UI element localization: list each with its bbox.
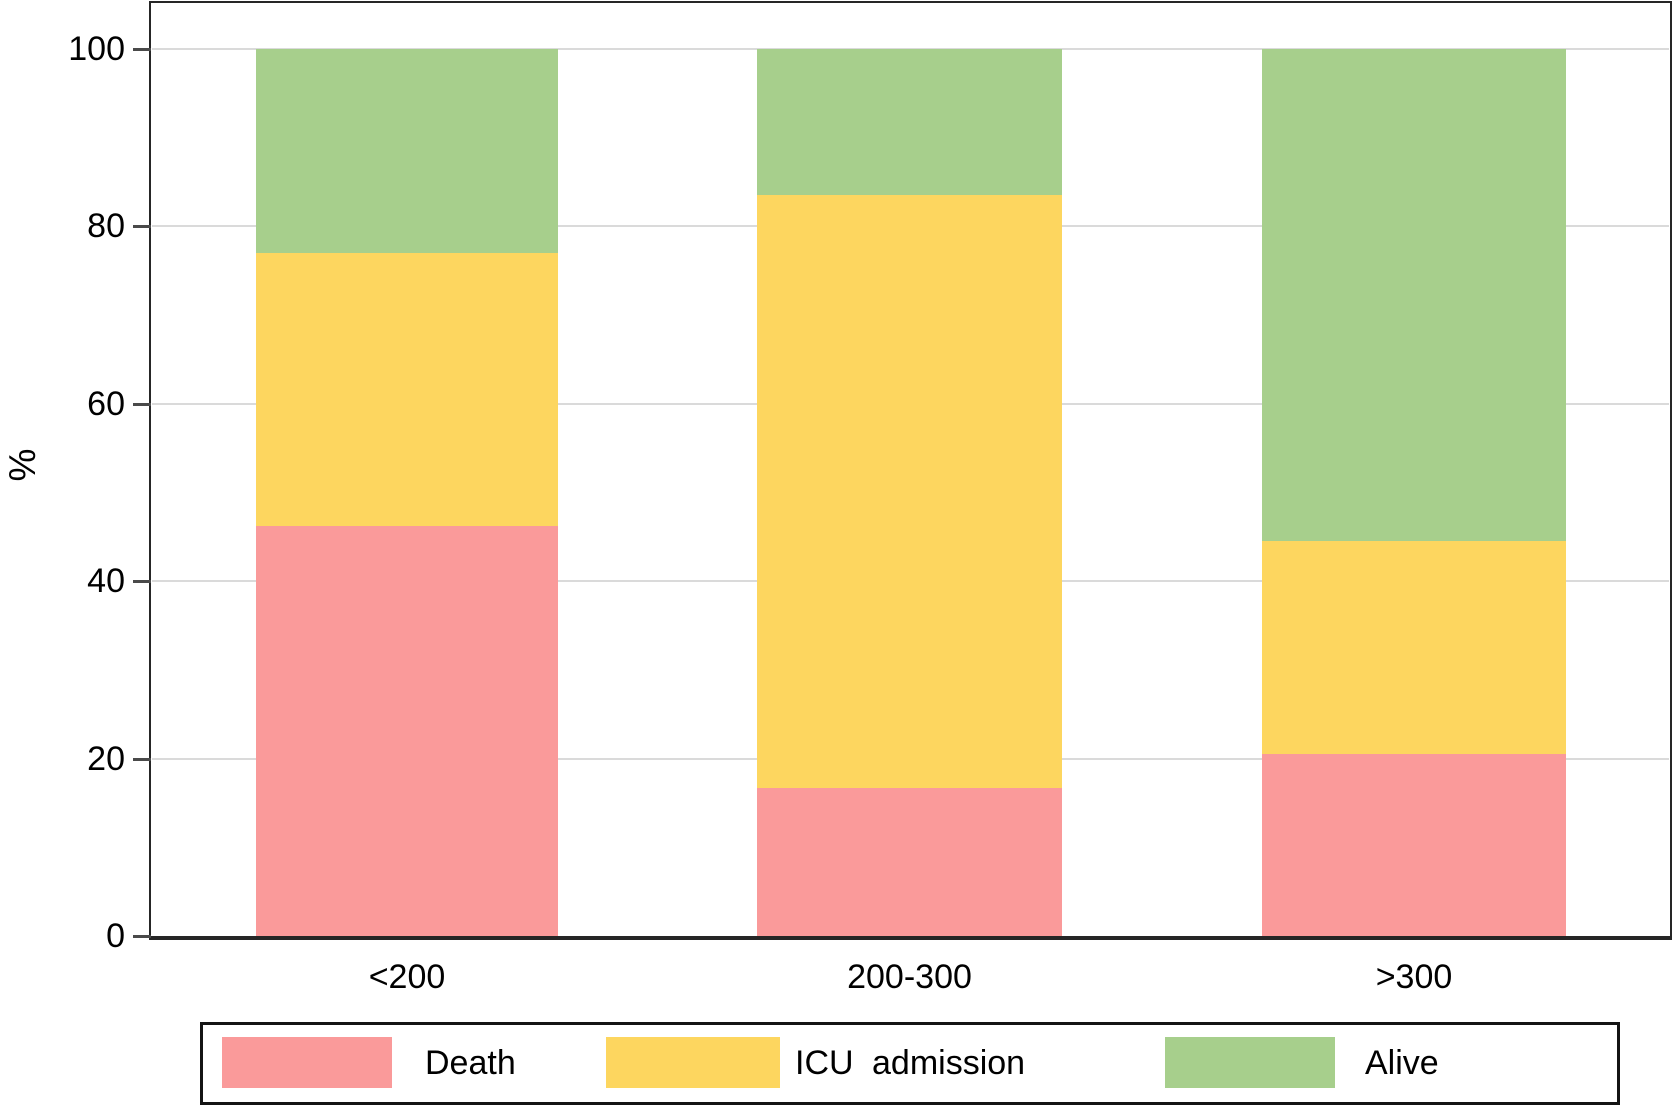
bar-segment-alive-2 <box>757 49 1062 196</box>
y-tick-mark-80 <box>133 225 151 229</box>
bar-segment-icu-admission-1 <box>256 253 558 527</box>
bar-segment-icu-admission-3 <box>1262 541 1566 755</box>
legend-label-alive: Alive <box>1365 1044 1439 1082</box>
bar-segment-alive-3 <box>1262 49 1566 542</box>
x-tick-label-1: <200 <box>368 958 446 996</box>
y-tick-mark-100 <box>133 48 151 51</box>
bar-segment-alive-1 <box>256 49 558 253</box>
bar-segment-death-2 <box>757 787 1062 936</box>
y-tick-mark-0 <box>133 935 151 938</box>
legend-label-death: Death <box>425 1044 516 1082</box>
y-tick-label-100: 100 <box>68 30 125 68</box>
x-tick-label-3: >300 <box>1375 958 1453 996</box>
bar-segment-icu-admission-2 <box>757 195 1062 788</box>
legend-swatch-alive <box>1165 1037 1335 1088</box>
legend-label-icu-admission: ICU admission <box>795 1044 1026 1082</box>
y-tick-mark-60 <box>133 402 151 406</box>
legend-swatch-icu-admission <box>606 1037 780 1088</box>
bar-segment-death-3 <box>1262 754 1566 936</box>
y-tick-label-0: 0 <box>106 917 125 955</box>
y-tick-label-80: 80 <box>87 207 125 246</box>
bar-segment-death-1 <box>256 526 558 936</box>
y-tick-label-60: 60 <box>87 384 125 423</box>
y-tick-label-20: 20 <box>87 739 125 778</box>
y-axis-label: % <box>2 448 43 482</box>
y-tick-label-40: 40 <box>87 562 125 601</box>
legend: Death ICU admission Alive <box>200 1022 1620 1105</box>
legend-swatch-death <box>222 1037 392 1088</box>
x-tick-label-2: 200-300 <box>847 958 972 996</box>
y-tick-mark-20 <box>133 757 151 761</box>
y-tick-mark-40 <box>133 580 151 584</box>
